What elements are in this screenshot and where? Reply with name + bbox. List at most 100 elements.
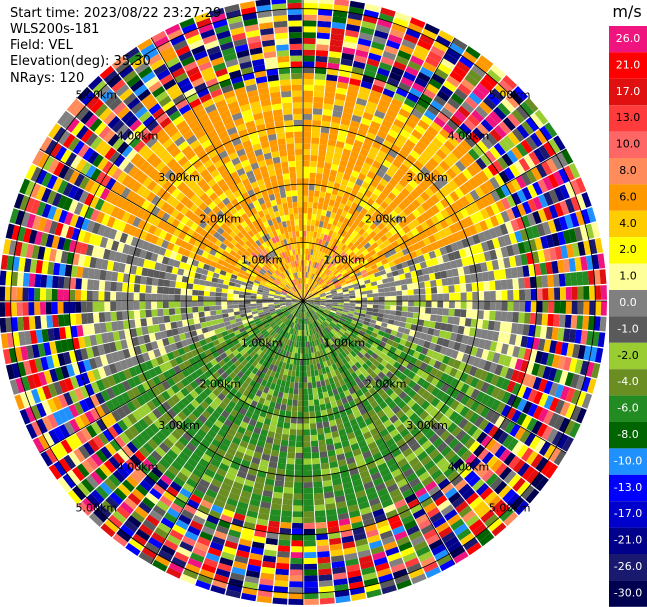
velocity-gate [274, 340, 280, 347]
velocity-gate [457, 229, 467, 240]
velocity-gate [313, 102, 323, 110]
velocity-gate [286, 458, 295, 465]
velocity-gate [168, 294, 175, 301]
velocity-gate [377, 222, 386, 231]
velocity-gate [370, 315, 378, 321]
velocity-gate [329, 45, 343, 53]
velocity-gate [99, 463, 112, 477]
velocity-gate [426, 349, 434, 358]
velocity-gate [101, 332, 109, 344]
velocity-gate [355, 49, 369, 58]
velocity-gate [316, 422, 324, 429]
velocity-gate [312, 290, 318, 295]
velocity-gate [63, 454, 76, 470]
velocity-gate [372, 293, 379, 297]
velocity-gate [355, 294, 362, 298]
velocity-gate [542, 366, 552, 380]
velocity-gate [237, 363, 245, 371]
velocity-gate [303, 306, 306, 313]
velocity-gate [204, 448, 216, 458]
velocity-gate [266, 342, 273, 349]
velocity-gate [389, 248, 397, 256]
velocity-gate [127, 413, 138, 425]
velocity-gate [359, 339, 367, 346]
velocity-gate [167, 465, 180, 476]
velocity-gate [225, 367, 233, 376]
velocity-gate [312, 307, 318, 312]
velocity-gate [239, 307, 246, 312]
velocity-gate [376, 423, 386, 433]
velocity-gate [346, 220, 354, 228]
velocity-gate [310, 364, 314, 371]
velocity-gate [294, 329, 297, 336]
velocity-gate [164, 272, 172, 280]
velocity-gate [379, 178, 389, 188]
velocity-gate [402, 488, 415, 499]
velocity-gate [304, 546, 317, 553]
velocity-gate [304, 283, 306, 290]
velocity-gate [110, 281, 117, 292]
velocity-gate [132, 375, 142, 386]
velocity-gate [303, 283, 305, 290]
velocity-gate [421, 371, 430, 381]
velocity-gate [471, 309, 479, 319]
velocity-gate [311, 280, 316, 287]
velocity-gate [187, 277, 195, 284]
velocity-gate [126, 475, 139, 488]
velocity-gate [487, 69, 502, 83]
velocity-gate [474, 186, 485, 198]
velocity-gate [76, 325, 84, 337]
velocity-gate [11, 317, 19, 332]
velocity-gate [233, 304, 239, 309]
velocity-gate [321, 273, 327, 280]
velocity-gate [319, 294, 326, 298]
velocity-gate [449, 301, 455, 309]
velocity-gate [340, 371, 347, 379]
velocity-gate [196, 428, 207, 439]
velocity-gate [255, 340, 262, 347]
velocity-gate [303, 184, 309, 191]
velocity-gate [460, 466, 473, 479]
velocity-gate [497, 258, 505, 270]
velocity-gate [350, 473, 361, 482]
velocity-gate [117, 483, 131, 497]
velocity-gate [197, 504, 211, 515]
velocity-gate [276, 341, 282, 348]
velocity-gate [377, 18, 393, 29]
velocity-gate [259, 326, 266, 332]
velocity-gate [541, 313, 549, 326]
velocity-gate [316, 32, 330, 40]
velocity-gate [293, 304, 299, 309]
velocity-gate [284, 312, 290, 317]
velocity-gate [233, 367, 241, 375]
velocity-gate [26, 213, 36, 229]
velocity-gate [388, 103, 401, 114]
velocity-gate [320, 265, 326, 272]
velocity-gate [161, 401, 172, 412]
velocity-gate [330, 258, 336, 265]
velocity-gate [284, 325, 289, 332]
velocity-gate [345, 95, 357, 104]
velocity-gate [355, 301, 362, 304]
velocity-gate [175, 381, 185, 391]
velocity-gate [489, 215, 500, 227]
velocity-gate [241, 381, 249, 390]
velocity-gate [344, 186, 353, 194]
velocity-gate [344, 369, 351, 377]
velocity-gate [120, 339, 128, 350]
velocity-gate [352, 60, 366, 70]
velocity-gate [322, 203, 329, 211]
velocity-gate [383, 332, 391, 339]
velocity-gate [324, 491, 335, 499]
velocity-gate [304, 306, 307, 313]
velocity-gate [354, 232, 362, 240]
velocity-gate [0, 333, 9, 349]
velocity-gate [304, 575, 318, 582]
velocity-gate [336, 310, 343, 314]
velocity-gate [372, 304, 379, 309]
velocity-gate [305, 324, 308, 331]
velocity-gate [224, 375, 233, 384]
velocity-gate [163, 469, 176, 481]
velocity-gate [436, 90, 450, 102]
velocity-gate [329, 543, 343, 551]
